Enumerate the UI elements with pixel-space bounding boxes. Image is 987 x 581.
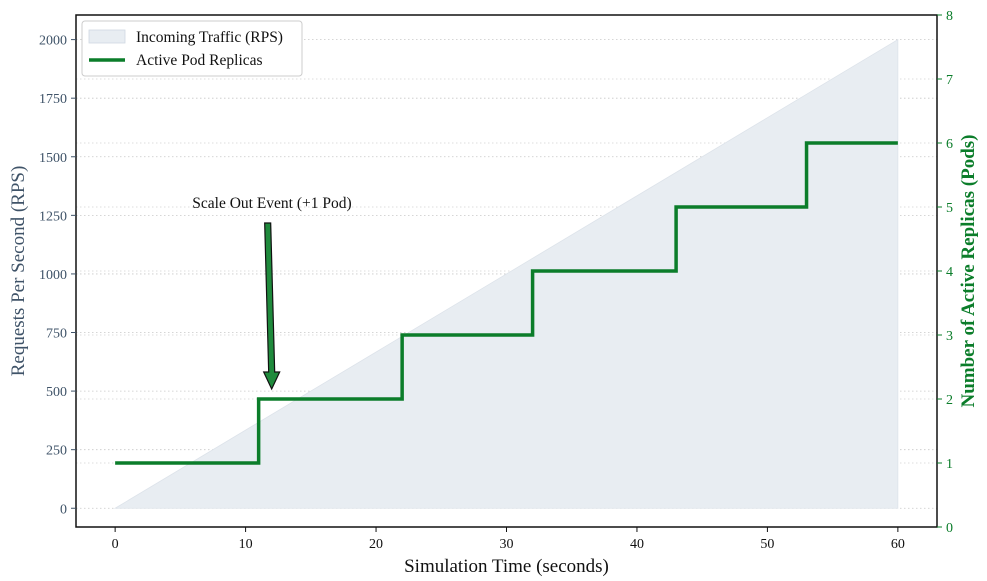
x-tick-label: 40 xyxy=(630,537,644,552)
legend-box xyxy=(81,20,303,77)
series-layer xyxy=(113,38,899,509)
annotation-text: Scale Out Event (+1 Pod) xyxy=(192,195,351,212)
legend-swatch-traffic xyxy=(88,29,126,44)
x-tick-label: 10 xyxy=(239,537,253,552)
y-left-tick-label: 2000 xyxy=(39,34,67,49)
x-tick-label: 30 xyxy=(500,537,514,552)
y-left-tick-label: 500 xyxy=(46,385,67,400)
y-right-tick-label: 3 xyxy=(946,329,953,344)
x-axis-label: Simulation Time (seconds) xyxy=(404,556,609,577)
y-left-tick-label: 1000 xyxy=(39,268,67,283)
y-right-axis-label: Number of Active Replicas (Pods) xyxy=(958,134,979,407)
traffic-area xyxy=(113,38,899,509)
y-right-tick-label: 0 xyxy=(946,521,953,536)
y-right-tick-label: 4 xyxy=(946,265,953,280)
x-tick-label: 60 xyxy=(891,537,905,552)
x-axis-ticks: 0 10 20 30 40 50 60 xyxy=(112,527,905,552)
y-right-tick-label: 8 xyxy=(946,9,953,24)
y-right-tick-label: 1 xyxy=(946,457,953,472)
y-right-tick-label: 5 xyxy=(946,201,953,216)
y-right-tick-label: 2 xyxy=(946,393,953,408)
annotation: Scale Out Event (+1 Pod) xyxy=(192,195,352,391)
y-left-axis-ticks: 0 250 500 750 1000 1250 1500 1750 2000 xyxy=(39,34,76,517)
y-left-tick-label: 750 xyxy=(46,327,67,342)
y-left-tick-label: 1750 xyxy=(39,92,67,107)
x-tick-label: 50 xyxy=(760,537,774,552)
x-tick-label: 20 xyxy=(369,537,383,552)
annotation-arrow xyxy=(262,222,281,391)
legend-label-replicas: Active Pod Replicas xyxy=(136,52,263,69)
replicas-step-line xyxy=(115,141,898,465)
y-right-tick-label: 6 xyxy=(946,137,953,152)
y-right-tick-label: 7 xyxy=(946,73,953,88)
y-left-tick-label: 1250 xyxy=(39,209,67,224)
y-right-axis-ticks: 0 1 2 3 4 5 6 7 8 xyxy=(937,9,953,536)
y-left-tick-label: 1500 xyxy=(39,151,67,166)
x-tick-label: 0 xyxy=(112,537,119,552)
y-left-tick-label: 250 xyxy=(46,444,67,459)
y-left-tick-label: 0 xyxy=(60,502,67,517)
y-left-axis-label: Requests Per Second (RPS) xyxy=(8,166,29,377)
legend: Incoming Traffic (RPS) Active Pod Replic… xyxy=(81,20,303,77)
legend-label-traffic: Incoming Traffic (RPS) xyxy=(136,29,283,46)
